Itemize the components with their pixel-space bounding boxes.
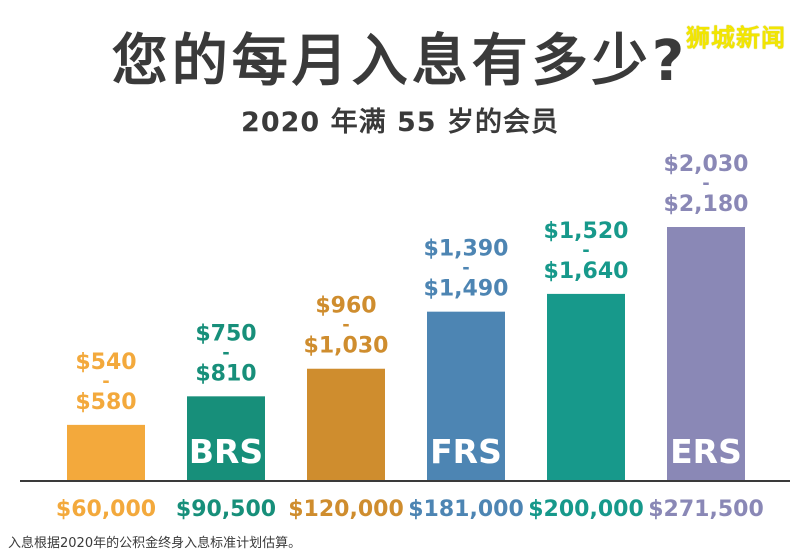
data-label-high: $1,490 — [424, 277, 509, 302]
x-tick-label: $200,000 — [528, 497, 644, 522]
bar — [307, 368, 385, 481]
data-label-low: $1,520 — [544, 219, 629, 244]
bar-label: FRS — [430, 432, 502, 471]
data-label-separator: - — [462, 258, 469, 279]
data-label-low: $540 — [75, 350, 136, 375]
x-tick-label: $181,000 — [408, 497, 524, 522]
chart-subtitle: 2020 年满 55 岁的会员 — [241, 107, 559, 138]
data-label-low: $2,030 — [664, 152, 749, 177]
data-label-high: $1,030 — [304, 334, 389, 359]
bar-label: BRS — [189, 432, 263, 471]
data-label-separator: - — [102, 371, 109, 392]
data-label-high: $2,180 — [664, 192, 749, 217]
data-label-low: $1,390 — [424, 237, 509, 262]
watermark: 狮城新闻 — [686, 24, 786, 52]
data-label-separator: - — [702, 173, 709, 194]
bar-label: ERS — [670, 432, 742, 471]
bar — [67, 424, 145, 481]
data-label-high: $580 — [75, 390, 136, 415]
bar — [547, 293, 625, 481]
data-label-separator: - — [582, 240, 589, 261]
x-tick-label: $120,000 — [288, 497, 404, 522]
bar — [667, 227, 745, 481]
x-tick-label: $60,000 — [56, 497, 156, 522]
x-tick-label: $271,500 — [648, 497, 764, 522]
x-tick-label: $90,500 — [176, 497, 276, 522]
data-label-low: $750 — [195, 321, 256, 346]
data-label-separator: - — [342, 315, 349, 336]
bar — [187, 396, 265, 481]
data-label-high: $1,640 — [544, 259, 629, 284]
footnote: 入息根据2020年的公积金终身入息标准计划估算。 — [8, 536, 302, 551]
bar — [427, 311, 505, 481]
data-label-separator: - — [222, 342, 229, 363]
data-label-high: $810 — [195, 361, 256, 386]
data-label-low: $960 — [315, 294, 376, 319]
chart-title: 您的每月入息有多少? — [111, 29, 689, 94]
